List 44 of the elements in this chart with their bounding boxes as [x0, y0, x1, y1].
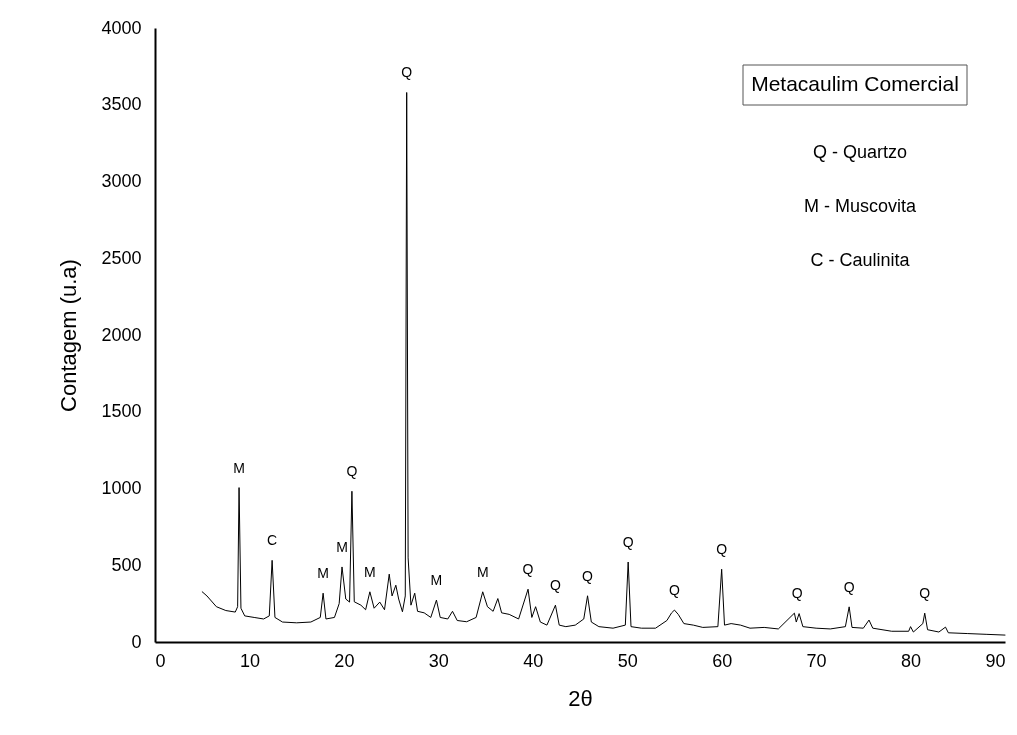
y-tick-label: 3000 — [101, 171, 142, 191]
annotation: Q — [919, 585, 931, 602]
line-series — [201, 91, 1006, 636]
y-axis-title: Contagem (u.a) — [56, 259, 82, 412]
x-tick-label: 70 — [806, 650, 827, 671]
y-tick-label: 2500 — [101, 247, 142, 268]
x-tick-label: 20 — [334, 650, 355, 671]
x-tick-label: 50 — [617, 650, 638, 671]
y-tick-label: 500 — [111, 554, 142, 575]
y-tick-label: 1000 — [101, 478, 142, 498]
annotation: M - Muscovita — [803, 196, 917, 216]
x-tick-label: 80 — [901, 650, 922, 671]
annotation: C — [267, 532, 278, 549]
annotation: Q — [716, 541, 728, 558]
x-tick-label: 10 — [239, 650, 260, 671]
annotation: Metacaulim Comercial — [751, 72, 959, 95]
annotation: Q — [582, 567, 594, 584]
x-tick-label: 40 — [523, 650, 544, 671]
annotation: C - Caulinita — [810, 250, 911, 270]
y-tick-label: 4000 — [101, 17, 142, 38]
x-tick-label: 60 — [712, 650, 733, 671]
annotation: Q — [550, 577, 561, 594]
annotation: M — [476, 563, 489, 580]
annotation: M — [336, 538, 348, 555]
y-tick-label: 2000 — [101, 324, 142, 345]
x-tick-label: 30 — [428, 650, 449, 671]
annotation: Q — [346, 463, 358, 480]
annotation: Q — [401, 64, 413, 81]
y-tick-label: 0 — [131, 631, 142, 652]
y-tick-label: 1500 — [101, 401, 142, 422]
annotation: Q — [843, 578, 855, 595]
annotation: Q — [791, 585, 803, 602]
annotation: M — [317, 565, 329, 582]
annotation: M — [430, 572, 443, 589]
annotation: Q — [669, 582, 680, 599]
x-axis-title: 2θ — [568, 685, 593, 711]
x-tick-label: 90 — [985, 650, 1006, 671]
annotation: Q — [622, 534, 634, 551]
annotation: Q — [522, 561, 534, 578]
y-tick-label: 3500 — [101, 94, 142, 115]
annotation: M — [364, 563, 376, 580]
x-tick-label: 0 — [155, 650, 166, 671]
annotation: M — [233, 459, 245, 476]
annotation: Q - Quartzo — [812, 142, 908, 162]
